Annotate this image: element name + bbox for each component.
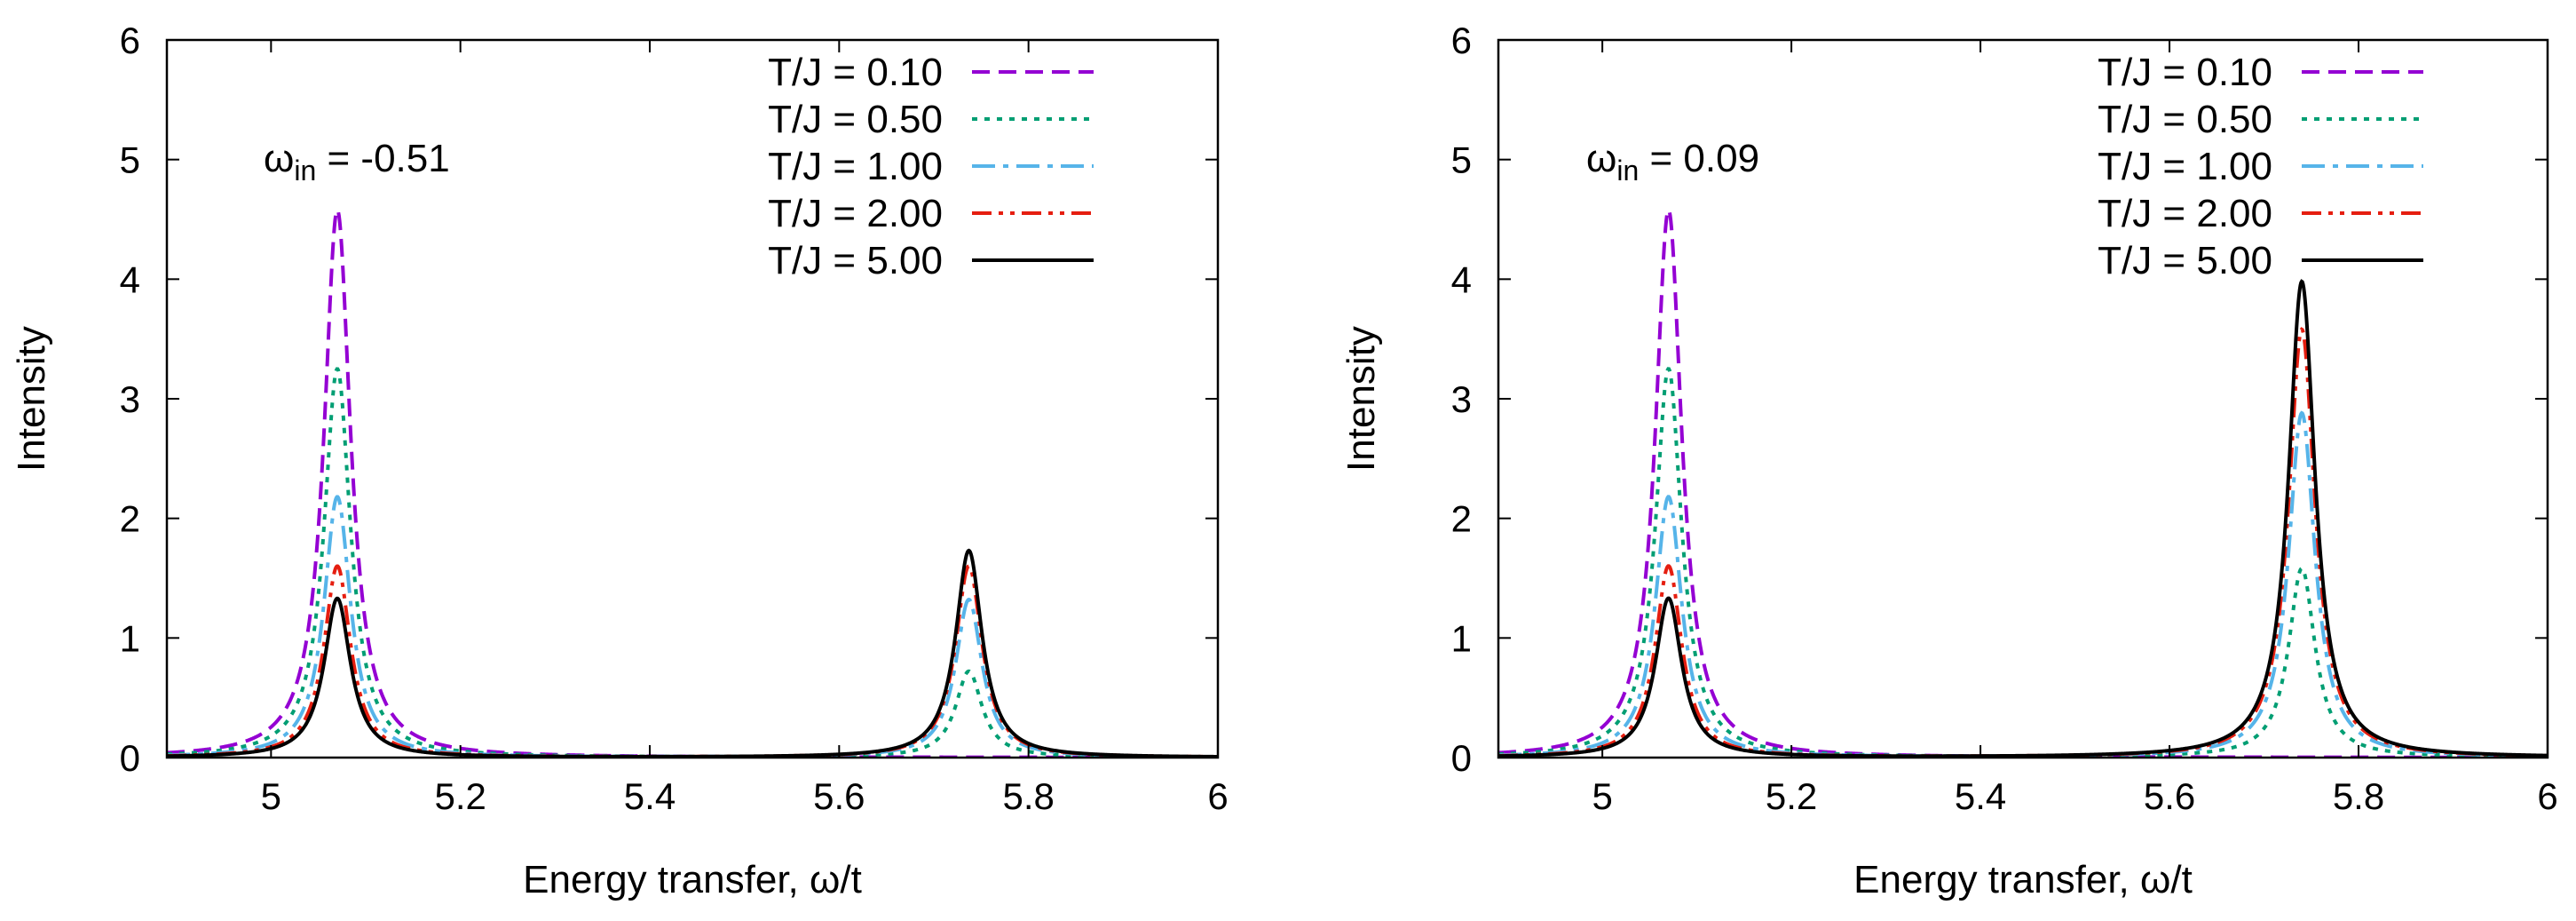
legend-label: T/J = 2.00 [2098,192,2272,235]
y-tick-label: 5 [1451,139,1472,181]
annotation-subscript: in [1616,155,1639,187]
omega-in-annotation: ωin = 0.09 [1586,137,1759,187]
x-tick-label: 6 [1207,775,1228,817]
y-tick-label: 0 [120,737,140,779]
omega-in-annotation: ωin = -0.51 [264,137,450,187]
x-axis-title: Energy transfer, ω/t [523,858,862,901]
legend-label: T/J = 0.10 [2098,51,2272,94]
y-tick-label: 0 [1451,737,1472,779]
y-axis-title: Intensity [1339,326,1383,472]
series-line-3 [167,495,1218,758]
right-chart-panel: 5 5.2 5.4 5.6 5.8 6 0 1 2 3 4 5 6 Energy transfer, ω/… [1339,20,2558,901]
annotation-subscript: in [294,155,316,187]
annotation-symbol: ω [1586,137,1616,180]
y-tick-label: 1 [120,617,140,659]
x-tick-label: 5.2 [1766,775,1817,817]
x-tick-label: 5.8 [2333,775,2384,817]
legend-label: T/J = 1.00 [2098,145,2272,188]
y-tick-label: 3 [1451,378,1472,420]
series-lines [1498,208,2548,758]
y-tick-label: 1 [1451,617,1472,659]
series-line-2 [1498,367,2548,758]
x-tick-label: 6 [2537,775,2557,817]
y-tick-label: 6 [1451,20,1472,61]
y-tick-label: 3 [120,378,140,420]
x-tick-label: 5.8 [1002,775,1054,817]
series-line-1 [167,208,1218,758]
x-tick-label: 5.6 [813,775,865,817]
series-line-3 [1498,410,2548,758]
x-axis-title: Energy transfer, ω/t [1853,858,2193,901]
y-tick-label: 4 [120,258,140,300]
left-chart-panel: 5 5.2 5.4 5.6 5.8 6 0 1 2 3 4 5 6 Energy transfer, ω/… [10,20,1229,901]
x-tick-label: 5 [261,775,281,817]
x-tick-label: 5 [1592,775,1612,817]
y-tick-label: 5 [120,139,140,181]
y-axis-title: Intensity [10,326,53,472]
annotation-value: = 0.09 [1639,137,1759,180]
legend-label: T/J = 1.00 [768,145,943,188]
annotation-symbol: ω [264,137,294,180]
y-tick-label: 6 [120,20,140,61]
annotation-value: = -0.51 [316,137,449,180]
series-lines [167,208,1218,758]
legend: T/J = 0.10T/J = 0.50T/J = 1.00T/J = 2.00… [2098,51,2423,282]
legend: T/J = 0.10T/J = 0.50T/J = 1.00T/J = 2.00… [768,51,1094,282]
legend-label: T/J = 5.00 [2098,239,2272,282]
series-line-1 [1498,208,2548,758]
series-line-5 [1498,279,2548,758]
x-tick-label: 5.4 [624,775,676,817]
series-line-2 [167,367,1218,758]
legend-label: T/J = 2.00 [768,192,943,235]
legend-label: T/J = 0.50 [768,98,943,141]
x-tick-label: 5.6 [2144,775,2195,817]
y-tick-label: 2 [120,498,140,540]
legend-label: T/J = 0.10 [768,51,943,94]
legend-label: T/J = 5.00 [768,239,943,282]
x-tick-label: 5.4 [1955,775,2006,817]
legend-label: T/J = 0.50 [2098,98,2272,141]
y-tick-label: 2 [1451,498,1472,540]
y-tick-label: 4 [1451,258,1472,300]
x-tick-label: 5.2 [434,775,486,817]
